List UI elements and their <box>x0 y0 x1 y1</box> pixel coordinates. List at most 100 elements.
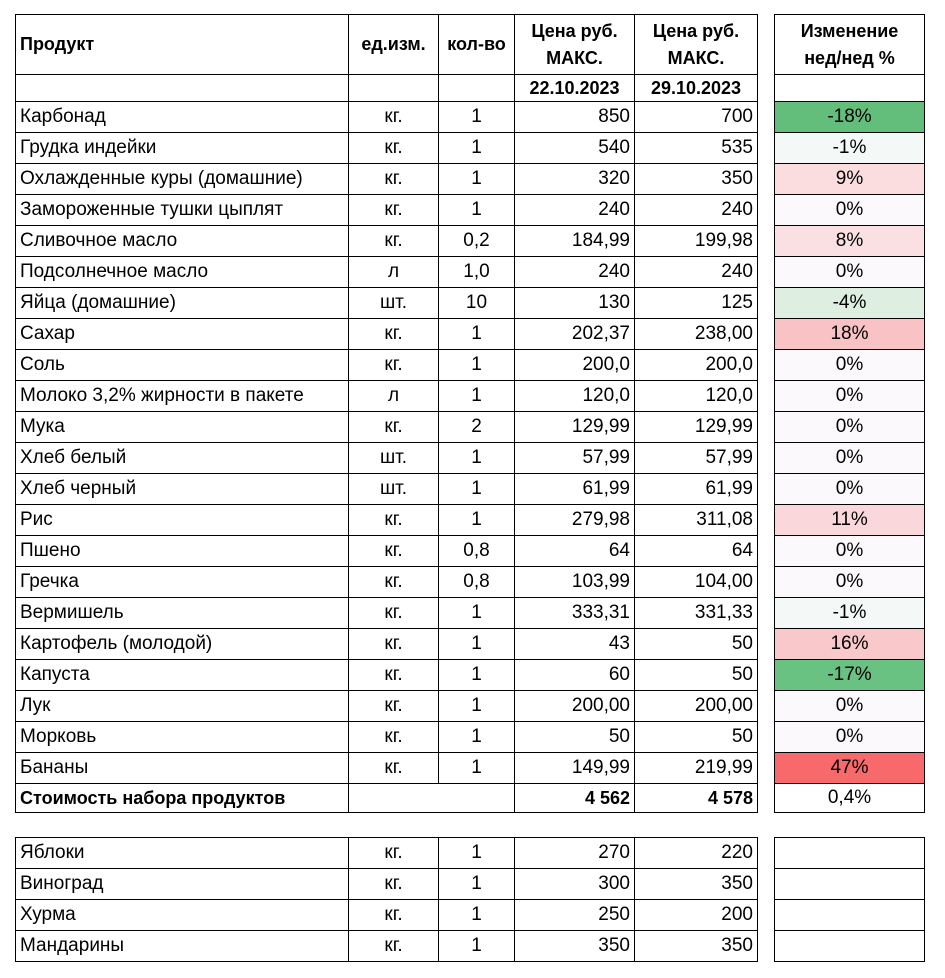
product-name: Подсолнечное масло <box>15 256 349 288</box>
unit: шт. <box>348 287 439 319</box>
price-2: 240 <box>634 256 758 288</box>
change-percent: -17% <box>774 659 925 691</box>
quantity: 1 <box>438 597 515 629</box>
quantity: 1 <box>438 868 515 900</box>
quantity: 1 <box>438 163 515 195</box>
column-gap <box>758 164 775 195</box>
column-gap <box>758 288 775 319</box>
column-gap <box>758 753 775 784</box>
quantity: 1 <box>438 504 515 536</box>
change-percent: 0% <box>774 411 925 443</box>
header-price-2-line2: МАКС. <box>667 47 725 68</box>
change-empty <box>774 930 925 962</box>
header-unit: ед.изм. <box>348 14 439 75</box>
unit: кг. <box>348 535 439 567</box>
change-percent: 8% <box>774 225 925 257</box>
change-percent: 0% <box>774 256 925 288</box>
unit: кг. <box>348 597 439 629</box>
quantity: 1 <box>438 721 515 753</box>
table-row: Лук кг. 1 200,00 200,00 0% <box>15 690 925 722</box>
table-row: Гречка кг. 0,8 103,99 104,00 0% <box>15 566 925 598</box>
column-gap <box>758 319 775 350</box>
total-label: Стоимость набора продуктов <box>15 783 349 813</box>
column-gap <box>758 350 775 381</box>
price-1: 129,99 <box>514 411 635 443</box>
product-name: Картофель (молодой) <box>15 628 349 660</box>
price-2: 200,00 <box>634 690 758 722</box>
price-2: 64 <box>634 535 758 567</box>
total-row: Стоимость набора продуктов 4 562 4 578 0,4% <box>15 783 925 813</box>
price-2: 120,0 <box>634 380 758 412</box>
change-percent: 0% <box>774 690 925 722</box>
unit: л <box>348 256 439 288</box>
price-1: 57,99 <box>514 442 635 474</box>
product-name: Мандарины <box>15 930 349 962</box>
unit: кг. <box>348 349 439 381</box>
column-gap <box>758 536 775 567</box>
price-2: 350 <box>634 930 758 962</box>
column-gap <box>758 474 775 505</box>
column-gap <box>758 133 775 164</box>
product-name: Сливочное масло <box>15 225 349 257</box>
product-name: Молоко 3,2% жирности в пакете <box>15 380 349 412</box>
column-gap <box>758 691 775 722</box>
column-gap <box>758 722 775 753</box>
price-1: 240 <box>514 256 635 288</box>
price-2: 238,00 <box>634 318 758 350</box>
unit: кг. <box>348 101 439 133</box>
price-2: 220 <box>634 837 758 869</box>
header-product: Продукт <box>15 14 349 75</box>
extra-row: Хурма кг. 1 250 200 <box>15 899 925 931</box>
header-change: Изменение нед/нед % <box>774 14 925 75</box>
quantity: 0,8 <box>438 566 515 598</box>
column-gap <box>758 381 775 412</box>
column-gap <box>758 15 775 75</box>
product-name: Вермишель <box>15 597 349 629</box>
unit: кг. <box>348 566 439 598</box>
extra-row: Яблоки кг. 1 270 220 <box>15 837 925 869</box>
product-name: Соль <box>15 349 349 381</box>
column-gap <box>758 629 775 660</box>
price-1: 60 <box>514 659 635 691</box>
table-row: Морковь кг. 1 50 50 0% <box>15 721 925 753</box>
header-price-2: Цена руб. МАКС. <box>634 14 758 75</box>
price-2: 57,99 <box>634 442 758 474</box>
change-percent: 0% <box>774 194 925 226</box>
price-table-body: Продукт ед.изм. кол-во Цена руб. МАКС. Це… <box>15 14 925 813</box>
price-2: 535 <box>634 132 758 164</box>
product-name: Яблоки <box>15 837 349 869</box>
total-price-1: 4 562 <box>514 783 635 813</box>
price-1: 333,31 <box>514 597 635 629</box>
quantity: 1 <box>438 473 515 505</box>
extra-table-body: Яблоки кг. 1 270 220 Виноград кг. 1 300 350 Хурма к… <box>15 837 925 962</box>
price-1: 50 <box>514 721 635 753</box>
change-percent: 11% <box>774 504 925 536</box>
price-2: 125 <box>634 287 758 319</box>
product-name: Охлажденные куры (домашние) <box>15 163 349 195</box>
column-gap <box>758 838 775 869</box>
price-1: 202,37 <box>514 318 635 350</box>
unit: кг. <box>348 837 439 869</box>
date-row-empty <box>774 74 925 102</box>
total-empty <box>348 783 439 813</box>
change-percent: 47% <box>774 752 925 784</box>
price-1: 120,0 <box>514 380 635 412</box>
price-2: 61,99 <box>634 473 758 505</box>
change-percent: 0% <box>774 721 925 753</box>
table-row: Бананы кг. 1 149,99 219,99 47% <box>15 752 925 784</box>
total-price-2: 4 578 <box>634 783 758 813</box>
unit: кг. <box>348 752 439 784</box>
unit: шт. <box>348 473 439 505</box>
quantity: 1 <box>438 349 515 381</box>
unit: кг. <box>348 721 439 753</box>
date-row-empty <box>348 74 439 102</box>
quantity: 1 <box>438 380 515 412</box>
price-1: 279,98 <box>514 504 635 536</box>
price-1: 184,99 <box>514 225 635 257</box>
price-2: 240 <box>634 194 758 226</box>
column-gap <box>758 598 775 629</box>
unit: кг. <box>348 659 439 691</box>
price-2: 311,08 <box>634 504 758 536</box>
table-row: Подсолнечное масло л 1,0 240 240 0% <box>15 256 925 288</box>
price-2: 700 <box>634 101 758 133</box>
